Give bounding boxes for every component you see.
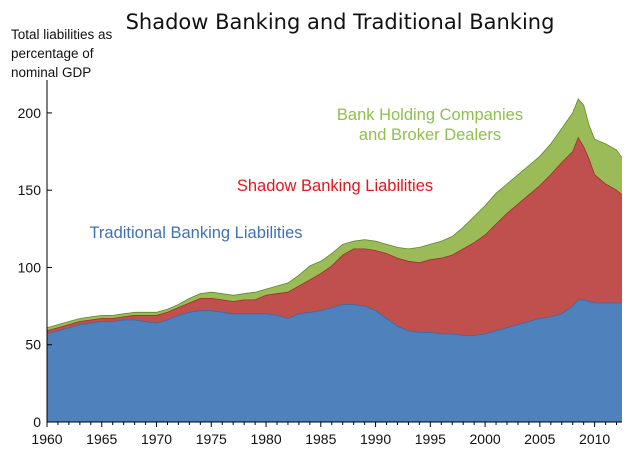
x-tick-label: 1995 <box>415 431 446 447</box>
y-tick-label: 50 <box>25 337 41 353</box>
x-tick-label: 2005 <box>524 431 555 447</box>
x-tick-label: 1985 <box>305 431 336 447</box>
x-tick-label: 2010 <box>579 431 610 447</box>
x-tick-label: 1975 <box>196 431 227 447</box>
y-axis-label-line-3: nominal GDP <box>11 65 91 80</box>
area-series-group <box>46 98 623 422</box>
x-tick-label: 2000 <box>470 431 501 447</box>
y-tick-label: 0 <box>33 414 41 430</box>
y-tick-label: 200 <box>18 105 42 121</box>
line-bank-holding-companies-and-broker-dealers <box>46 98 623 329</box>
x-tick-label: 1990 <box>360 431 391 447</box>
x-tick-label: 1970 <box>141 431 172 447</box>
axes: 0 50 100 150 200 1960 1965 1970 1975 1980 1985 1990… <box>18 80 622 447</box>
chart-title: Shadow Banking and Traditional Banking <box>126 10 555 34</box>
annotation-bank-holding-line-2: and Broker Dealers <box>359 126 501 144</box>
y-axis-label-line-1: Total liabilities as <box>11 27 113 42</box>
y-tick-label: 150 <box>18 182 42 198</box>
area-traditional-banking-liabilities <box>47 299 622 422</box>
line-traditional-banking-liabilities <box>46 299 622 336</box>
y-tick-label: 100 <box>18 259 42 275</box>
x-tick-label: 1965 <box>86 431 117 447</box>
annotation-traditional-banking: Traditional Banking Liabilities <box>89 224 302 242</box>
line-shadow-banking-liabilities <box>46 136 623 332</box>
y-axis-label-line-2: percentage of <box>11 46 94 61</box>
annotation-bank-holding-line-1: Bank Holding Companies <box>337 106 523 124</box>
x-tick-label: 1960 <box>31 431 62 447</box>
annotation-shadow-banking: Shadow Banking Liabilities <box>237 177 433 195</box>
x-tick-label: 1980 <box>250 431 281 447</box>
